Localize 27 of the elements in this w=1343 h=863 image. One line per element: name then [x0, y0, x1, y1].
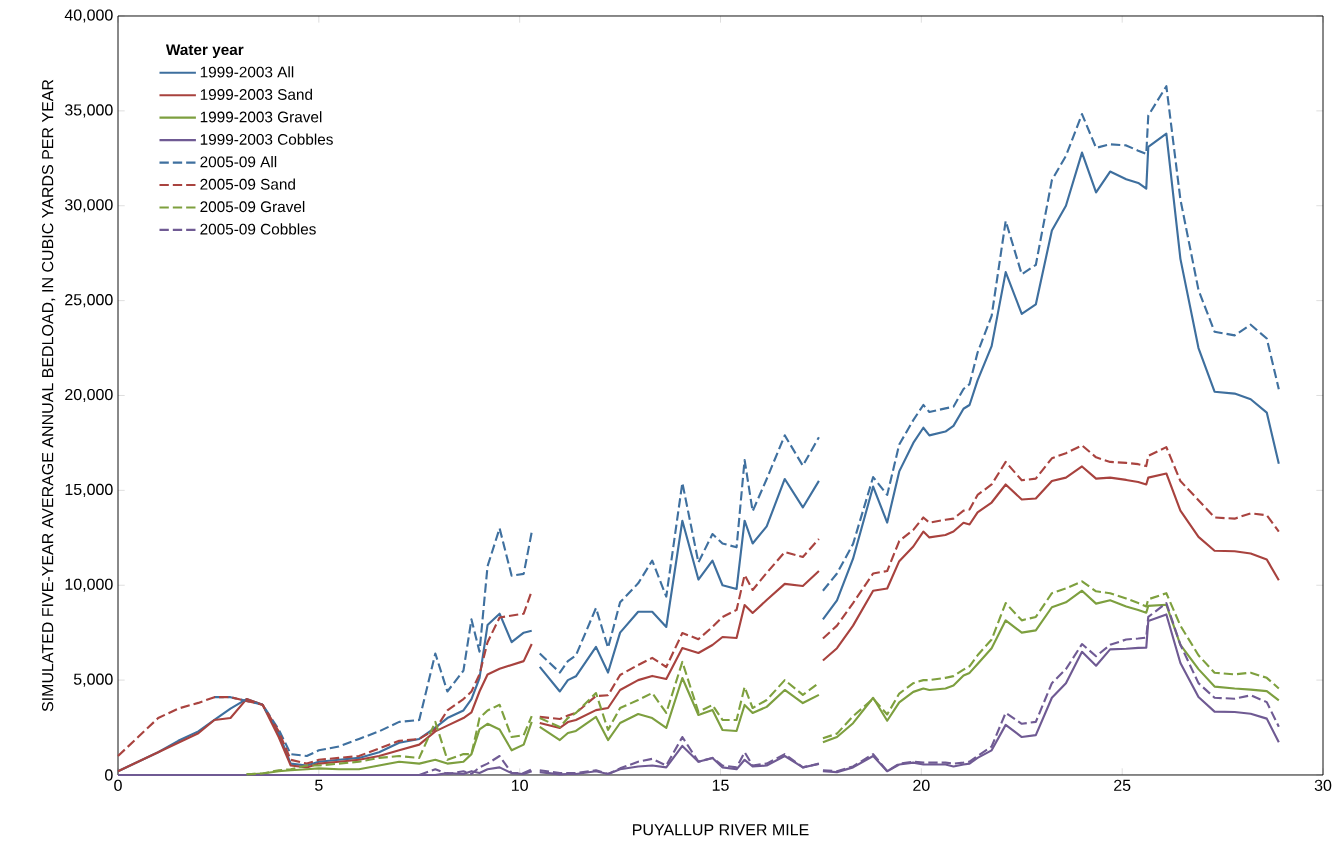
legend-label: 2005-09 All	[200, 156, 277, 168]
y-tick-label: 10,000	[65, 578, 113, 592]
legend-label: 2005-09 Sand	[200, 178, 295, 190]
x-tick-label: 30	[1314, 779, 1332, 792]
x-axis-title: PUYALLUP RIVER MILE	[633, 824, 809, 836]
legend-label: 2005-09 Cobbles	[200, 223, 316, 235]
y-axis-title: SIMULATED FIVE-YEAR AVERAGE ANNUAL BEDLOAD, IN CUBIC YARDS PER YEAR	[41, 79, 56, 712]
y-tick-label: 25,000	[65, 294, 113, 308]
legend-label: 1999-2003 Sand	[200, 88, 312, 100]
x-tick-label: 20	[913, 779, 930, 792]
legend-label: 1999-2003 All	[200, 66, 294, 78]
legend-label: 1999-2003 Cobbles	[200, 133, 333, 145]
y-tick-label: 20,000	[65, 388, 113, 403]
x-tick-label: 10	[511, 779, 528, 792]
y-tick-label: 40,000	[64, 9, 113, 23]
y-tick-label: 35,000	[64, 104, 113, 118]
x-tick-label: 15	[712, 779, 729, 791]
legend-label: 2005-09 Gravel	[200, 200, 305, 213]
x-tick-label: 25	[1114, 779, 1131, 792]
y-tick-label: 5,000	[73, 673, 113, 687]
y-tick-label: 30,000	[64, 199, 113, 213]
legend-title: Water year	[165, 44, 244, 59]
y-tick-label: 15,000	[65, 483, 113, 497]
legend-label: 1999-2003 Gravel	[200, 111, 322, 123]
y-tick-label: 0	[105, 769, 113, 781]
x-tick-label: 0	[114, 779, 122, 792]
x-tick-label: 5	[315, 779, 323, 791]
